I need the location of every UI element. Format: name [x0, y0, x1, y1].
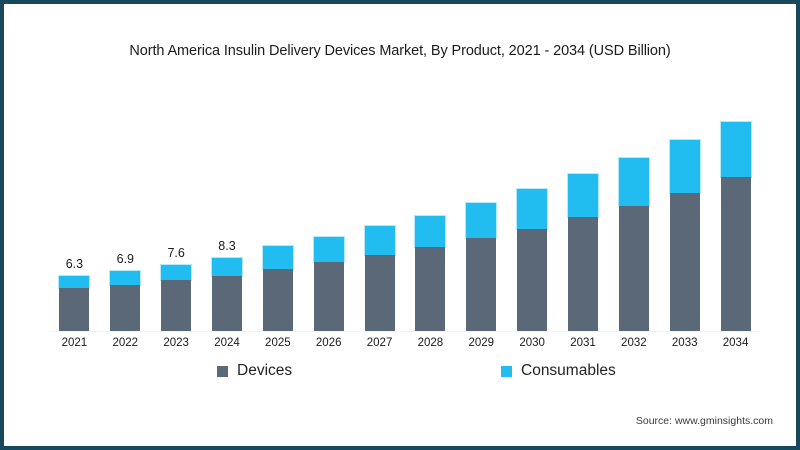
x-tick-2023: 2023 — [163, 337, 189, 349]
x-tick-2028: 2028 — [417, 337, 444, 349]
legend-label-devices: Devices — [237, 362, 293, 379]
bar-segment-consumables-2028[interactable] — [415, 215, 446, 248]
bar-value-label-2024: 8.3 — [218, 239, 236, 254]
bar-value-label-2023: 7.6 — [167, 245, 185, 260]
bar-segment-devices-2032[interactable] — [618, 205, 649, 331]
bar-segment-consumables-2030[interactable] — [517, 189, 548, 229]
bar-group-2028[interactable] — [415, 215, 446, 331]
chart-legend: Devices Consumables — [49, 362, 761, 388]
x-tick-2024: 2024 — [214, 337, 240, 349]
bar-segment-consumables-2032[interactable] — [618, 157, 649, 206]
bar-segment-consumables-2022[interactable] — [110, 270, 141, 285]
bar-value-label-2021: 6.3 — [65, 256, 84, 271]
bar-group-2031[interactable] — [568, 173, 598, 331]
bar-segment-devices-2030[interactable] — [517, 228, 548, 331]
bar-segment-devices-2033[interactable] — [669, 192, 700, 331]
bar-segment-devices-2028[interactable] — [415, 247, 446, 331]
bar-segment-consumables-2031[interactable] — [568, 173, 598, 218]
x-tick-2029: 2029 — [468, 337, 495, 349]
square-swatch-icon-consumables — [501, 365, 512, 377]
bar-group-2021[interactable]: 6.3 — [59, 257, 90, 331]
x-tick-2030: 2030 — [519, 337, 545, 349]
bar-segment-devices-2022[interactable] — [110, 284, 141, 331]
bar-group-2029[interactable] — [466, 203, 497, 331]
bar-group-2030[interactable] — [517, 189, 548, 331]
bar-segment-consumables-2026[interactable] — [313, 236, 344, 262]
bar-group-2022[interactable]: 6.9 — [110, 252, 141, 331]
bar-segment-consumables-2027[interactable] — [364, 226, 395, 255]
bar-group-2023[interactable]: 7.6 — [161, 246, 192, 331]
bar-segment-devices-2021[interactable] — [59, 288, 90, 331]
bar-group-2025[interactable] — [262, 246, 293, 331]
x-axis-tick-labels: 2021 2022 2023 2024 2025 2026 2027 2028 2029 2030… — [49, 337, 761, 355]
bar-group-2026[interactable] — [313, 236, 344, 331]
bar-group-2027[interactable] — [364, 226, 395, 331]
square-swatch-icon-devices — [217, 365, 228, 377]
bar-segment-consumables-2029[interactable] — [466, 203, 497, 239]
bar-segment-devices-2023[interactable] — [161, 280, 192, 331]
bar-segment-devices-2031[interactable] — [568, 217, 598, 331]
legend-label-consumables: Consumables — [521, 362, 616, 379]
x-tick-2026: 2026 — [315, 337, 342, 349]
legend-item-devices[interactable]: Devices — [217, 362, 292, 380]
bar-segment-consumables-2033[interactable] — [669, 140, 700, 193]
legend-item-consumables[interactable]: Consumables — [501, 362, 616, 380]
chart-canvas: North America Insulin Delivery Devices M… — [4, 4, 796, 446]
source-attribution: Source: www.gminsights.com — [635, 415, 773, 427]
bar-segment-consumables-2034[interactable] — [720, 122, 751, 178]
bar-segment-devices-2034[interactable] — [720, 177, 751, 331]
bar-segment-devices-2029[interactable] — [466, 238, 497, 331]
bar-group-2032[interactable] — [618, 157, 649, 331]
bar-segment-devices-2024[interactable] — [212, 275, 242, 331]
bar-segment-devices-2025[interactable] — [262, 268, 293, 331]
x-tick-2025: 2025 — [265, 337, 291, 349]
chart-title: North America Insulin Delivery Devices M… — [129, 43, 671, 59]
x-tick-2034: 2034 — [722, 337, 749, 349]
bar-segment-devices-2027[interactable] — [364, 254, 395, 331]
axis-baseline — [49, 331, 761, 332]
x-tick-2031: 2031 — [570, 337, 596, 349]
bar-segment-consumables-2025[interactable] — [262, 246, 293, 269]
x-tick-2032: 2032 — [621, 337, 647, 349]
bar-segment-consumables-2021[interactable] — [59, 275, 90, 289]
x-tick-2033: 2033 — [671, 337, 698, 349]
bar-segment-consumables-2024[interactable] — [212, 258, 242, 276]
bar-group-2024[interactable]: 8.3 — [212, 239, 242, 331]
bar-value-label-2022: 6.9 — [116, 251, 134, 266]
plot-area: 6.3 6.9 7.6 8.3 — [49, 101, 761, 332]
bar-group-2033[interactable] — [669, 140, 700, 331]
bar-group-2034[interactable] — [720, 122, 751, 331]
x-tick-2027: 2027 — [366, 337, 393, 349]
bar-segment-consumables-2023[interactable] — [161, 264, 192, 281]
x-tick-2021: 2021 — [61, 337, 88, 349]
bar-segment-devices-2026[interactable] — [313, 261, 344, 331]
x-tick-2022: 2022 — [112, 337, 139, 349]
